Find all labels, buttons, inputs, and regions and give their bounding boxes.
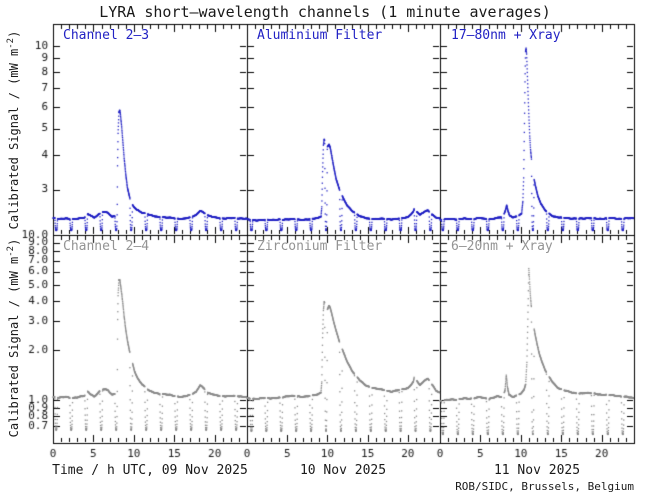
panel-label-zirconium-filter: Zirconium Filter <box>257 239 383 254</box>
x-axis-label-11-nov: 11 Nov 2025 <box>493 463 581 478</box>
panel-label-aluminium-filter: Aluminium Filter <box>257 28 383 43</box>
chart-title: LYRA short–wavelength channels (1 minute… <box>99 3 551 21</box>
panel-label-17-80nm-xray: 17–80nm + Xray <box>451 28 561 43</box>
credit-text: ROB/SIDC, Brussels, Belgium <box>455 480 634 493</box>
y-axis-label-top: Calibrated Signal / (mW m-2) <box>6 30 21 230</box>
x-axis-label-10-nov: 10 Nov 2025 <box>299 463 387 478</box>
panel-label-channel-2-4: Channel 2–4 <box>63 239 150 254</box>
y-axis-label-bottom: Calibrated Signal / (mW m-2) <box>6 238 21 438</box>
panel-label-6-20nm-xray: 6–20nm + Xray <box>451 239 553 254</box>
x-axis-label-09-nov: Time / h UTC, 09 Nov 2025 <box>52 463 248 478</box>
panel-label-channel-2-3: Channel 2–3 <box>63 28 150 43</box>
